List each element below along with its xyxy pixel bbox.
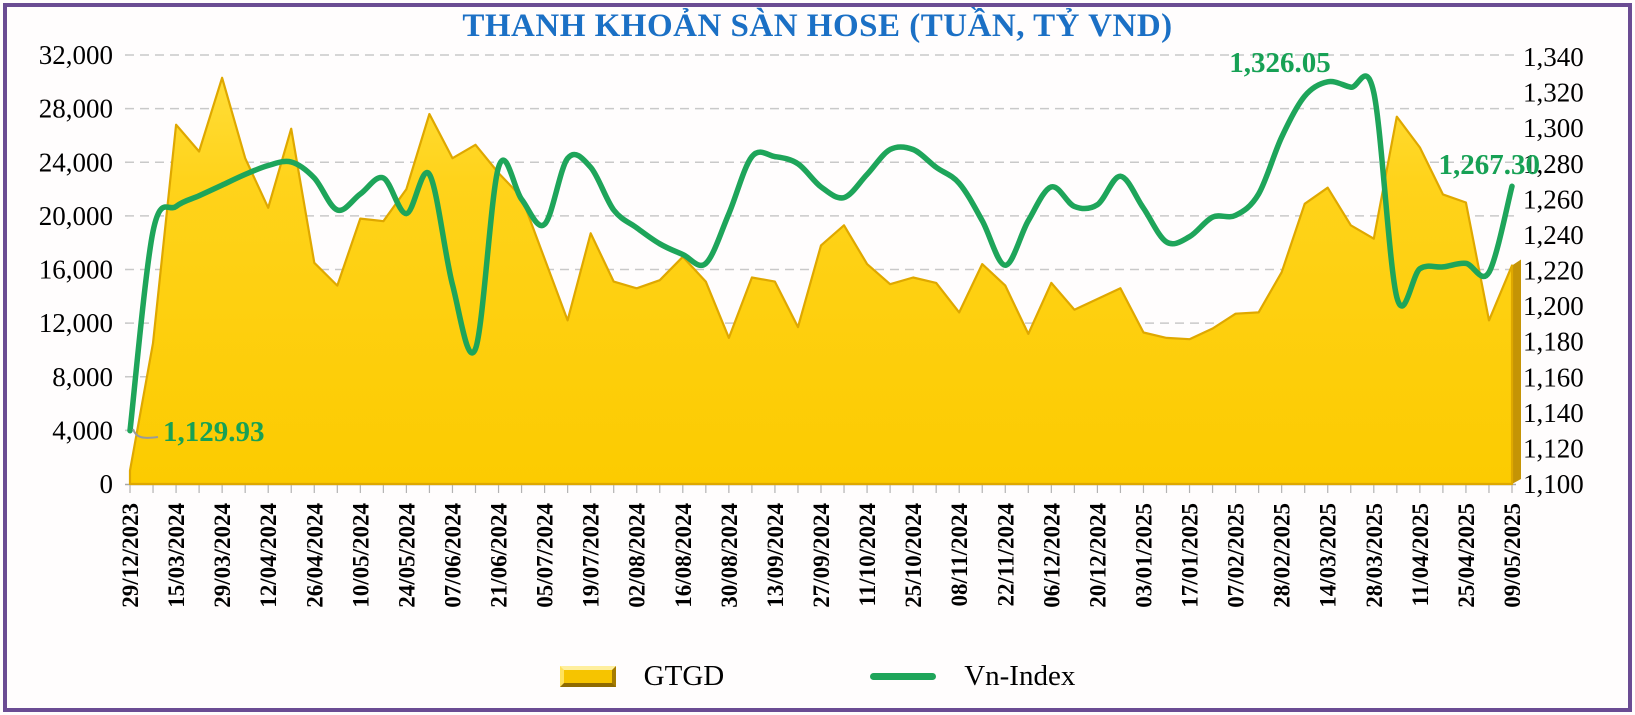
x-axis-date-label: 14/03/2025 bbox=[1316, 503, 1341, 608]
x-axis-date-label: 26/04/2024 bbox=[302, 503, 327, 608]
x-axis-date-label: 15/03/2024 bbox=[164, 503, 189, 608]
x-axis-date-label: 28/03/2025 bbox=[1362, 503, 1387, 608]
x-axis-date-label: 13/09/2024 bbox=[763, 503, 788, 608]
x-axis-date-label: 07/02/2025 bbox=[1224, 503, 1249, 608]
x-axis-date-label: 09/05/2025 bbox=[1500, 503, 1525, 608]
x-axis-ticks bbox=[129, 485, 1513, 493]
right-axis-tick-label: 1,240 bbox=[1523, 220, 1584, 250]
annotation-value-start: 1,129.93 bbox=[163, 416, 265, 448]
annotation-start: 1,129.93 bbox=[132, 416, 265, 448]
x-axis-date-label: 11/04/2025 bbox=[1408, 503, 1433, 607]
annotation-end: 1,267.30 bbox=[1439, 149, 1541, 181]
x-axis-labels: 29/12/2023 15/03/2024 29/03/2024 12/04/2024… bbox=[118, 503, 1525, 608]
x-axis-date-label: 03/01/2025 bbox=[1131, 503, 1156, 608]
x-axis-date-label: 25/10/2024 bbox=[901, 503, 926, 608]
x-axis-date-label: 06/12/2024 bbox=[1039, 503, 1064, 608]
left-axis-tick-label: 28,000 bbox=[39, 94, 113, 124]
right-axis-tick-label: 1,100 bbox=[1523, 469, 1584, 499]
vnindex-legend-label: Vn-Index bbox=[964, 660, 1076, 692]
gtgd-area-side-face bbox=[1512, 259, 1521, 484]
right-axis-tick-label: 1,160 bbox=[1523, 362, 1584, 392]
right-axis-tick-label: 1,180 bbox=[1523, 327, 1584, 357]
left-axis-tick-label: 24,000 bbox=[39, 147, 113, 177]
x-axis-date-label: 11/10/2024 bbox=[855, 503, 880, 607]
left-axis-tick-label: 20,000 bbox=[39, 201, 113, 231]
right-axis-tick-label: 1,280 bbox=[1523, 149, 1584, 179]
x-axis-date-label: 29/12/2023 bbox=[118, 503, 143, 608]
annotation-leader-line bbox=[132, 428, 159, 439]
left-axis-tick-label: 32,000 bbox=[39, 40, 113, 70]
gtgd-area-legend-marker-icon bbox=[559, 666, 616, 687]
right-axis-tick-label: 1,120 bbox=[1523, 433, 1584, 463]
right-axis-tick-label: 1,340 bbox=[1523, 42, 1584, 72]
series-layer bbox=[127, 73, 1521, 486]
right-axis-tick-label: 1,300 bbox=[1523, 113, 1584, 143]
legend: GTGD Vn-Index bbox=[0, 660, 1635, 693]
annotation-peak: 1,326.05 bbox=[1229, 47, 1331, 79]
annotation-value-peak: 1,326.05 bbox=[1229, 47, 1331, 79]
x-axis-date-label: 21/06/2024 bbox=[487, 503, 512, 608]
x-axis-date-label: 25/04/2025 bbox=[1454, 503, 1479, 608]
x-axis-date-label: 12/04/2024 bbox=[256, 503, 281, 608]
vnindex-line-legend-marker-icon bbox=[870, 673, 937, 680]
chart-title: THANH KHOẢN SÀN HOSE (TUẦN, TỶ VND) bbox=[462, 8, 1173, 44]
x-axis-date-label: 17/01/2025 bbox=[1178, 503, 1203, 608]
x-axis-date-label: 05/07/2024 bbox=[533, 503, 558, 608]
x-axis-date-label: 24/05/2024 bbox=[394, 503, 419, 608]
right-axis-labels: 1,340 1,320 1,300 1,280 1,260 1,240 1,220 1,200… bbox=[1523, 42, 1584, 499]
right-axis-tick-label: 1,320 bbox=[1523, 78, 1584, 108]
right-axis-tick-label: 1,200 bbox=[1523, 291, 1584, 321]
annotation-value-end: 1,267.30 bbox=[1439, 149, 1541, 181]
left-axis-tick-label: 12,000 bbox=[39, 308, 113, 338]
x-axis-date-label: 29/03/2024 bbox=[210, 503, 235, 608]
x-axis-date-label: 28/02/2025 bbox=[1270, 503, 1295, 608]
right-axis-tick-label: 1,220 bbox=[1523, 256, 1584, 286]
left-axis-labels: 32,000 28,000 24,000 20,000 16,000 12,000 8,00… bbox=[39, 40, 113, 499]
left-axis-tick-label: 16,000 bbox=[39, 255, 113, 285]
x-axis-date-label: 19/07/2024 bbox=[579, 503, 604, 608]
x-axis-date-label: 30/08/2024 bbox=[717, 503, 742, 608]
gtgd-area-series bbox=[128, 76, 1514, 486]
right-axis-tick-label: 1,260 bbox=[1523, 184, 1584, 214]
gtgd-legend-label: GTGD bbox=[643, 660, 725, 692]
x-axis-date-label: 27/09/2024 bbox=[809, 503, 834, 608]
left-axis-tick-label: 4,000 bbox=[52, 415, 113, 445]
vnindex-line-series bbox=[127, 73, 1515, 434]
x-axis-date-label: 16/08/2024 bbox=[671, 503, 696, 608]
left-axis-tick-label: 8,000 bbox=[52, 362, 113, 392]
x-axis-date-label: 08/11/2024 bbox=[947, 503, 972, 607]
x-axis-date-label: 20/12/2024 bbox=[1085, 503, 1110, 608]
x-axis-date-label: 22/11/2024 bbox=[993, 503, 1018, 607]
x-axis-date-label: 02/08/2024 bbox=[625, 503, 650, 608]
right-axis-tick-label: 1,140 bbox=[1523, 398, 1584, 428]
left-axis-tick-label: 0 bbox=[100, 469, 114, 499]
x-axis-date-label: 07/06/2024 bbox=[440, 503, 465, 608]
x-axis-date-label: 10/05/2024 bbox=[348, 503, 373, 608]
